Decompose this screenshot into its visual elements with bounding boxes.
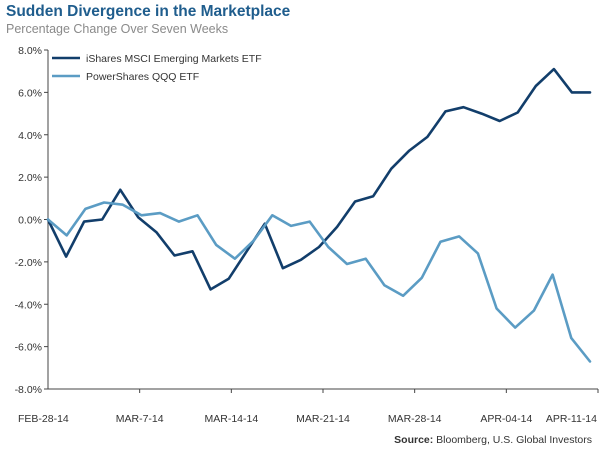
series-line-ishares-msci-em bbox=[46, 67, 592, 291]
source-text: Bloomberg, U.S. Global Investors bbox=[433, 434, 592, 446]
x-tick-label: APR-04-14 bbox=[480, 413, 532, 425]
y-tick-label: -4.0% bbox=[15, 299, 42, 311]
source-label: Source: bbox=[394, 434, 434, 446]
y-tick-label: 2.0% bbox=[18, 172, 42, 184]
x-tick-label: MAR-28-14 bbox=[388, 413, 442, 425]
axes bbox=[47, 50, 598, 390]
legend-label: PowerShares QQQ ETF bbox=[86, 71, 199, 83]
source-note: Source: Bloomberg, U.S. Global Investors bbox=[394, 434, 592, 446]
y-tick-label: 4.0% bbox=[18, 130, 42, 142]
x-tick-label: MAR-21-14 bbox=[296, 413, 350, 425]
y-tick-label: -6.0% bbox=[15, 342, 42, 354]
legend: iShares MSCI Emerging Markets ETF PowerSh… bbox=[52, 53, 262, 83]
x-tick-label: APR-11-14 bbox=[546, 413, 597, 425]
y-tick-label: -8.0% bbox=[15, 384, 42, 396]
y-tick-label: -2.0% bbox=[15, 257, 42, 269]
chart-title: Sudden Divergence in the Marketplace bbox=[6, 3, 291, 20]
y-tick-label: 6.0% bbox=[18, 87, 42, 99]
y-tick-labels: 8.0% 6.0% 4.0% 2.0% 0.0% -2.0% -4.0% -6.0% -8.0% bbox=[15, 45, 48, 396]
x-tick-label: MAR-7-14 bbox=[116, 413, 164, 425]
x-tick-label: MAR-14-14 bbox=[204, 413, 258, 425]
x-tick-labels: FEB-28-14 MAR-7-14 MAR-14-14 MAR-21-14 MAR-2… bbox=[18, 389, 599, 425]
series-lines bbox=[46, 67, 592, 363]
x-tick-label: FEB-28-14 bbox=[18, 413, 69, 425]
series-line-powershares-qqq bbox=[46, 201, 592, 363]
chart-subtitle: Percentage Change Over Seven Weeks bbox=[6, 22, 229, 36]
legend-label: iShares MSCI Emerging Markets ETF bbox=[86, 53, 262, 65]
y-tick-label: 8.0% bbox=[18, 45, 42, 57]
y-tick-label: 0.0% bbox=[18, 215, 42, 227]
